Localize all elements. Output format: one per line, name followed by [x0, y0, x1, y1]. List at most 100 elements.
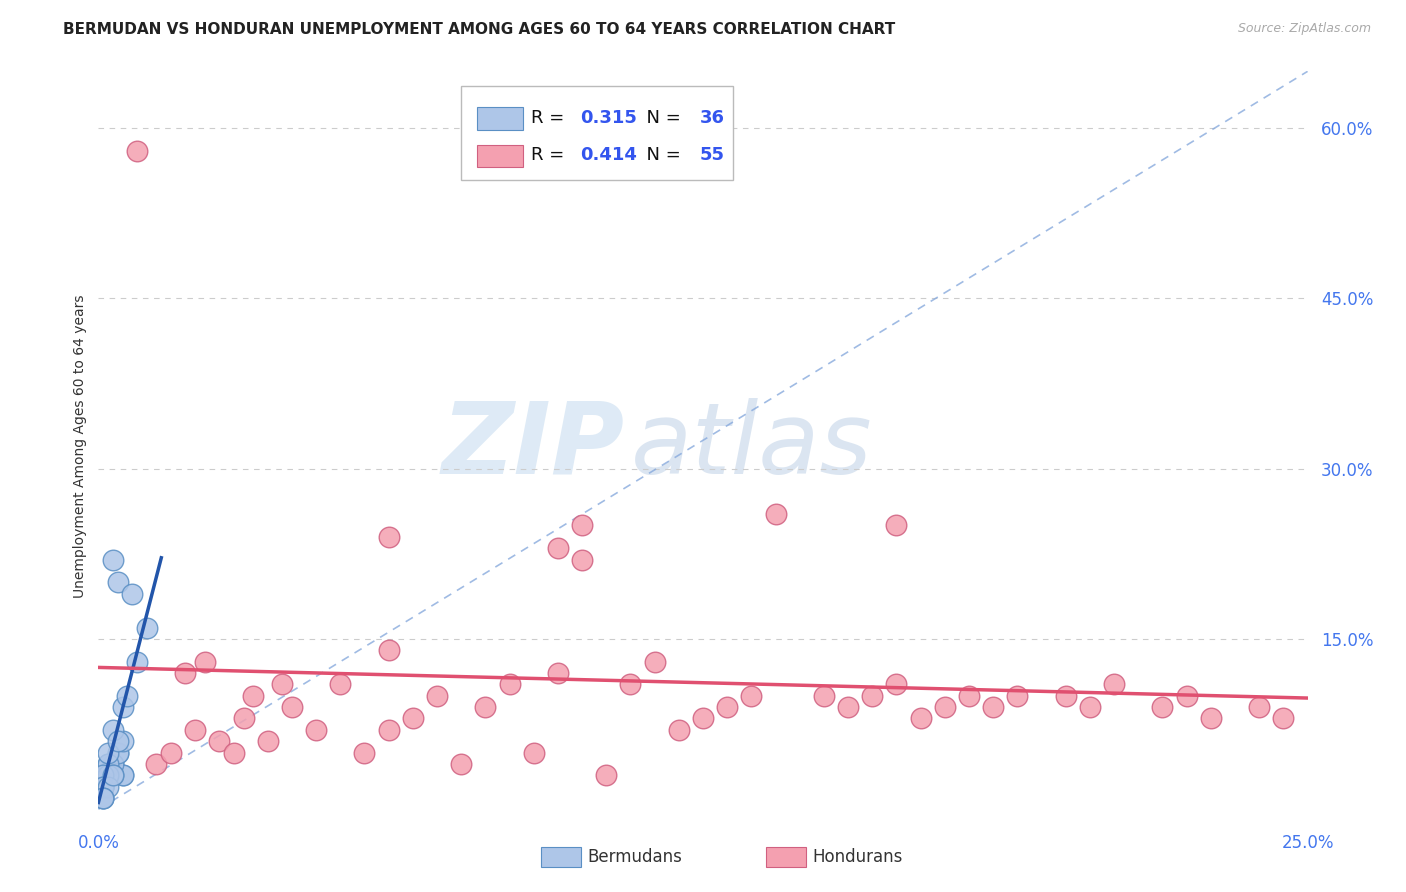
Text: 0.315: 0.315 [579, 109, 637, 127]
Point [934, 700, 956, 714]
Point [740, 689, 762, 703]
Point [111, 768, 134, 782]
Point [329, 677, 352, 691]
Text: N =: N = [636, 146, 686, 164]
Point [860, 689, 883, 703]
Point [571, 552, 593, 566]
Point [716, 700, 738, 714]
Point [377, 530, 399, 544]
Point [547, 666, 569, 681]
Y-axis label: Unemployment Among Ages 60 to 64 years: Unemployment Among Ages 60 to 64 years [73, 294, 87, 598]
Point [619, 677, 641, 691]
Point [1175, 689, 1198, 703]
Point [668, 723, 690, 737]
Point [377, 643, 399, 657]
Point [886, 677, 908, 691]
Point [91, 780, 114, 794]
Point [242, 689, 264, 703]
Point [271, 677, 294, 691]
Point [174, 666, 197, 681]
Point [107, 734, 129, 748]
Point [837, 700, 859, 714]
Point [1078, 700, 1101, 714]
Text: Source: ZipAtlas.com: Source: ZipAtlas.com [1237, 22, 1371, 36]
Point [160, 746, 183, 760]
Point [97, 756, 120, 771]
Point [281, 700, 304, 714]
Point [256, 734, 278, 748]
Point [91, 791, 114, 805]
Text: R =: R = [531, 146, 571, 164]
Point [101, 768, 124, 782]
Point [353, 746, 375, 760]
Text: ZIP: ZIP [441, 398, 624, 494]
Point [595, 768, 617, 782]
Text: Hondurans: Hondurans [813, 848, 903, 866]
Point [111, 734, 134, 748]
Point [91, 768, 114, 782]
Text: atlas: atlas [630, 398, 872, 494]
Point [547, 541, 569, 556]
Text: Bermudans: Bermudans [588, 848, 682, 866]
FancyBboxPatch shape [477, 107, 523, 130]
Point [194, 655, 217, 669]
Point [1152, 700, 1174, 714]
Point [692, 711, 714, 725]
Point [101, 756, 124, 771]
Point [101, 723, 124, 737]
Point [377, 723, 399, 737]
Point [305, 723, 328, 737]
Point [1102, 677, 1125, 691]
Text: 36: 36 [699, 109, 724, 127]
Point [523, 746, 546, 760]
Point [145, 756, 167, 771]
Point [232, 711, 254, 725]
Point [97, 768, 120, 782]
Point [107, 575, 129, 590]
Point [97, 746, 120, 760]
Point [91, 768, 114, 782]
Point [1054, 689, 1077, 703]
Point [101, 552, 124, 566]
Point [571, 518, 593, 533]
Point [91, 780, 114, 794]
Point [957, 689, 980, 703]
Point [474, 700, 496, 714]
Text: BERMUDAN VS HONDURAN UNEMPLOYMENT AMONG AGES 60 TO 64 YEARS CORRELATION CHART: BERMUDAN VS HONDURAN UNEMPLOYMENT AMONG … [63, 22, 896, 37]
Point [813, 689, 835, 703]
Point [107, 746, 129, 760]
Point [97, 756, 120, 771]
Point [910, 711, 932, 725]
FancyBboxPatch shape [477, 145, 523, 168]
Point [886, 518, 908, 533]
Point [91, 780, 114, 794]
Point [91, 780, 114, 794]
Point [107, 746, 129, 760]
Point [222, 746, 245, 760]
Point [1199, 711, 1222, 725]
Text: 0.414: 0.414 [579, 146, 637, 164]
Point [117, 689, 139, 703]
Point [402, 711, 425, 725]
Text: 55: 55 [699, 146, 724, 164]
Point [1007, 689, 1029, 703]
Point [101, 768, 124, 782]
Text: R =: R = [531, 109, 571, 127]
Point [184, 723, 207, 737]
Point [111, 768, 134, 782]
Point [208, 734, 231, 748]
Text: N =: N = [636, 109, 686, 127]
Point [127, 144, 149, 158]
Point [101, 756, 124, 771]
Point [97, 768, 120, 782]
FancyBboxPatch shape [461, 87, 734, 180]
Point [111, 700, 134, 714]
Point [1249, 700, 1271, 714]
Point [426, 689, 449, 703]
Point [135, 621, 157, 635]
Point [127, 655, 149, 669]
Point [91, 780, 114, 794]
Point [765, 507, 787, 521]
Point [498, 677, 520, 691]
Point [981, 700, 1004, 714]
